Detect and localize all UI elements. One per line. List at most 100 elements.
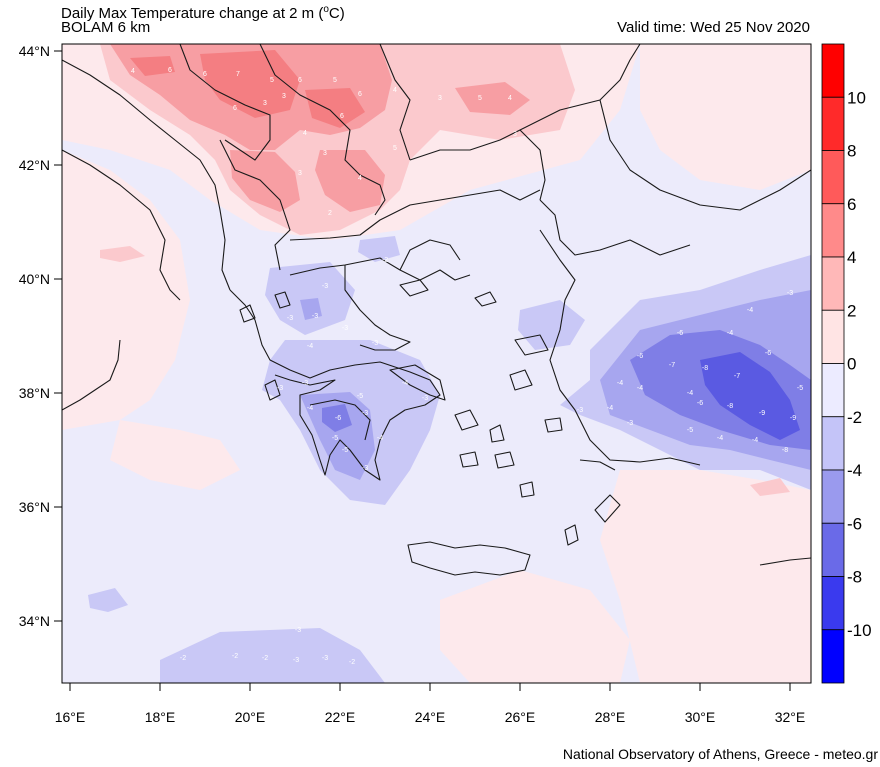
map-value-label: -4 <box>687 390 693 397</box>
map-value-label: -2 <box>262 655 268 662</box>
map-value-label: 3 <box>323 150 327 157</box>
map-value-label: 5 <box>333 77 337 84</box>
map-value-label: -6 <box>765 350 771 357</box>
map-value-label: 6 <box>358 91 362 98</box>
map-value-label: -6 <box>637 353 643 360</box>
colorbar-swatch <box>821 203 845 258</box>
map-value-label: -3 <box>322 655 328 662</box>
colorbar-label: -6 <box>847 514 862 533</box>
colorbar-swatch <box>821 522 845 577</box>
map-value-label: -5 <box>687 427 693 434</box>
map-value-label: 3 <box>282 93 286 100</box>
map-value-label: -4 <box>377 435 383 442</box>
map-value-label: -7 <box>669 362 675 369</box>
map-value-label: -3 <box>342 325 348 332</box>
colorbar-swatch <box>821 43 845 98</box>
map-value-label: -6 <box>697 400 703 407</box>
map-value-label: -8 <box>782 447 788 454</box>
map-value-label: -3 <box>287 315 293 322</box>
map-value-label: -2 <box>180 655 186 662</box>
colorbar-swatch <box>821 363 845 418</box>
map-value-label: 6 <box>340 113 344 120</box>
lon-tick-label: 28°E <box>595 709 626 725</box>
map-value-label: 3 <box>263 100 267 107</box>
map-value-label: -3 <box>277 385 283 392</box>
map-value-label: 7 <box>236 71 240 78</box>
lon-tick-label: 22°E <box>325 709 356 725</box>
map-value-label: -4 <box>307 405 313 412</box>
lon-tick-label: 30°E <box>685 709 716 725</box>
colorbar: 10 8 6 4 2 0 -2 -4 -6 -8 -10 <box>821 43 872 684</box>
map-value-label: 4 <box>303 130 307 137</box>
map-value-label: -4 <box>747 307 753 314</box>
lat-tick-label: 42°N <box>19 157 50 173</box>
colorbar-label: -8 <box>847 568 862 587</box>
lon-tick-label: 16°E <box>55 709 86 725</box>
map-value-label: -4 <box>752 437 758 444</box>
lon-tick-label: 24°E <box>415 709 446 725</box>
map-value-label: -8 <box>702 365 708 372</box>
map-value-label: -3 <box>577 407 583 414</box>
lat-tick-label: 36°N <box>19 499 50 515</box>
map-value-label: -3 <box>627 420 633 427</box>
cold-8-10-zones <box>700 352 800 440</box>
lat-tick-label: 40°N <box>19 271 50 287</box>
map-value-label: -5 <box>342 447 348 454</box>
map-value-label: 4 <box>393 87 397 94</box>
map-value-label: 5 <box>478 95 482 102</box>
map-value-label: -2 <box>382 257 388 264</box>
map-value-label: -3 <box>293 657 299 664</box>
colorbar-swatch <box>821 629 845 684</box>
map-value-label: 6 <box>233 105 237 112</box>
lon-tick-label: 32°E <box>775 709 806 725</box>
colorbar-swatch <box>821 309 845 364</box>
colorbar-swatch <box>821 256 845 311</box>
colorbar-swatch <box>821 150 845 205</box>
lat-tick-label: 34°N <box>19 613 50 629</box>
map-value-label: -3 <box>372 340 378 347</box>
lat-axis: 44°N 42°N 40°N 38°N 36°N 34°N <box>19 43 62 629</box>
map-value-label: 3 <box>513 131 517 138</box>
map-value-label: 6 <box>168 67 172 74</box>
colorbar-label: 8 <box>847 142 856 161</box>
colorbar-swatch <box>821 576 845 631</box>
credit-footer: National Observatory of Athens, Greece -… <box>562 746 878 762</box>
map-value-label: -9 <box>790 415 796 422</box>
colorbar-label: 0 <box>847 355 856 374</box>
map-value-label: -4 <box>717 435 723 442</box>
valid-time: Valid time: Wed 25 Nov 2020 <box>617 19 810 36</box>
chart-title: Daily Max Temperature change at 2 m (oC) <box>61 4 345 22</box>
map-plot: 4 6 6 7 5 6 5 6 4 3 5 4 3 6 3 4 3 2 4 5 3 6 3 -3 -3 -3 -4 -3 -3 -2 -3 -… <box>62 44 811 683</box>
lon-axis: 16°E 18°E 20°E 22°E 24°E 26°E 28°E 30°E 32°E <box>55 683 806 725</box>
colorbar-label: -2 <box>847 408 862 427</box>
map-value-label: 3 <box>298 170 302 177</box>
colorbar-swatch <box>821 416 845 471</box>
map-value-label: 3 <box>438 95 442 102</box>
colorbar-label: -4 <box>847 461 862 480</box>
map-value-label: -4 <box>617 380 623 387</box>
colorbar-label: 2 <box>847 301 856 320</box>
map-value-labels: 4 6 6 7 5 6 5 6 4 3 5 4 3 6 3 4 3 2 4 5 3 6 3 -3 -3 -3 -4 -3 -3 -2 -3 -… <box>131 67 803 666</box>
map-value-label: -3 <box>302 380 308 387</box>
map-value-label: -3 <box>422 395 428 402</box>
map-value-label: 4 <box>508 95 512 102</box>
warm-6-8-zones <box>130 50 365 128</box>
map-value-label: -3 <box>362 410 368 417</box>
map-value-label: -4 <box>727 330 733 337</box>
colorbar-label: 6 <box>847 195 856 214</box>
map-value-label: -2 <box>232 653 238 660</box>
map-value-label: -2 <box>349 659 355 666</box>
lon-tick-label: 20°E <box>235 709 266 725</box>
map-value-label: -6 <box>677 330 683 337</box>
map-value-label: -5 <box>332 435 338 442</box>
map-value-label: -3 <box>312 313 318 320</box>
map-value-label: -4 <box>402 380 408 387</box>
lat-tick-label: 44°N <box>19 43 50 59</box>
colorbar-label: -10 <box>847 621 872 640</box>
lon-tick-label: 26°E <box>505 709 536 725</box>
model-subtitle: BOLAM 6 km <box>61 19 151 36</box>
map-value-label: -3 <box>362 465 368 472</box>
map-value-label: 6 <box>203 71 207 78</box>
map-value-label: -4 <box>637 385 643 392</box>
map-value-label: -4 <box>307 343 313 350</box>
